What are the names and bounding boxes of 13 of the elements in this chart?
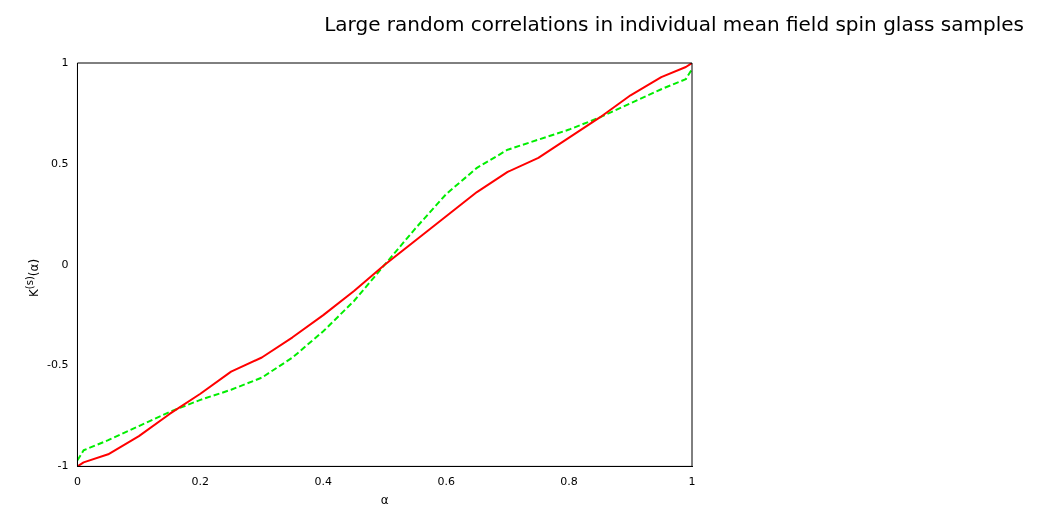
x-tick-label: 0.8 [560,474,578,488]
y-tick-label: 1 [61,55,69,69]
x-axis-title: α [380,492,389,507]
x-tick-label: 1 [688,474,696,488]
chart-title: Large random correlations in individual mean field spin glass samples [324,12,1024,36]
y-tick-label: -0.5 [46,358,69,372]
x-tick-label: 0.4 [314,474,333,488]
y-tick-label: 0.5 [50,156,69,170]
y-tick-label: 0 [61,257,69,271]
y-tick-label: -1 [57,459,69,473]
x-tick-label: 0.6 [437,474,455,488]
x-tick-label: 0.2 [191,474,210,488]
x-tick-label: 0 [73,474,81,488]
